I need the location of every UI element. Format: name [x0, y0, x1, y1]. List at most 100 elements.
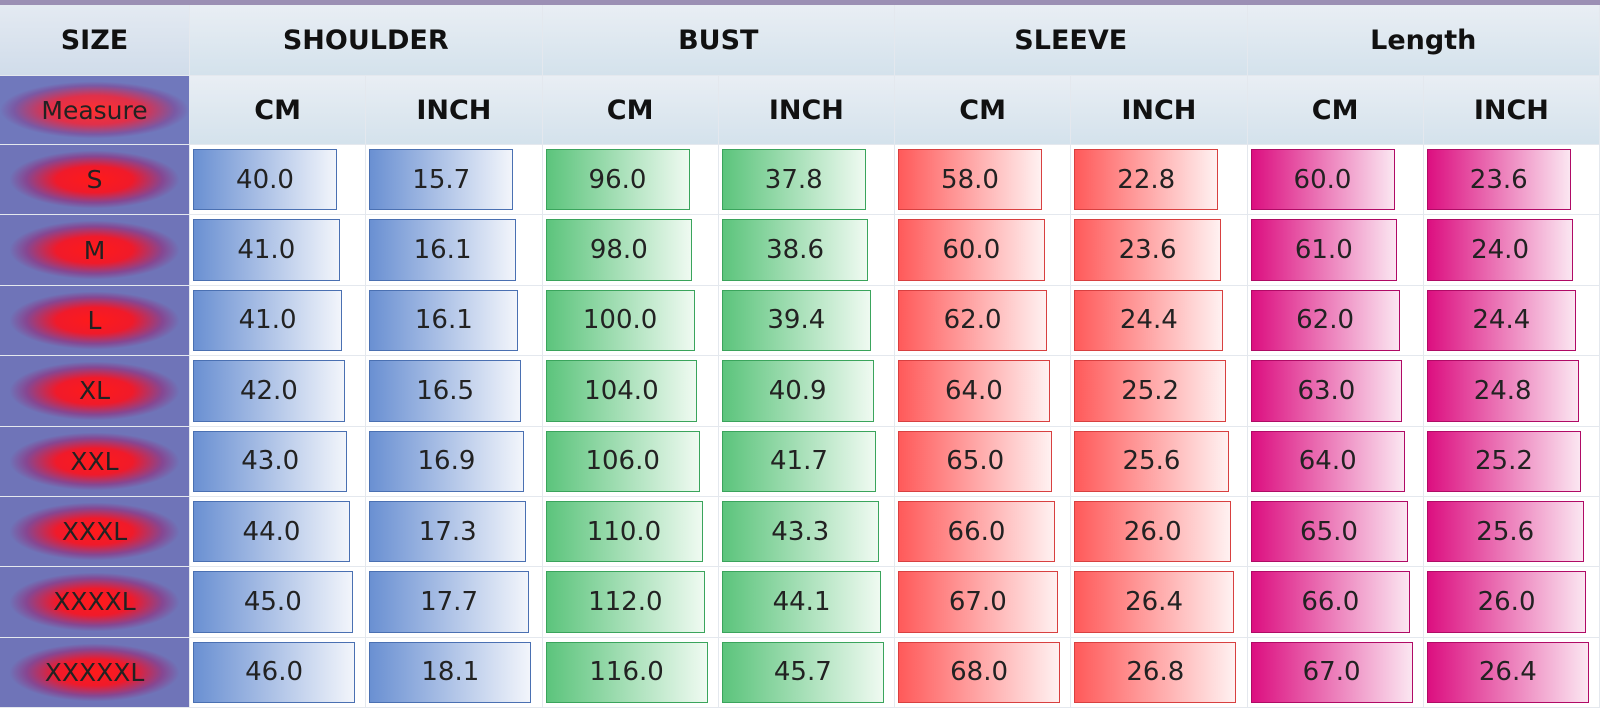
value-box: 25.6: [1426, 500, 1584, 563]
value-box: 106.0: [545, 430, 700, 492]
table-cell: 66.0: [895, 496, 1072, 568]
value-box: 65.0: [898, 430, 1053, 492]
value-box: 60.0: [898, 219, 1045, 281]
size-label: XXXL: [0, 496, 190, 568]
value-box: 25.6: [1074, 430, 1229, 492]
value-box: 26.0: [1426, 571, 1587, 633]
value-box: 116.0: [545, 641, 708, 703]
table-cell: 26.0: [1071, 496, 1248, 568]
value-box: 46.0: [193, 641, 356, 703]
table-cell: 40.9: [718, 356, 895, 427]
value-box: 38.6: [721, 219, 869, 281]
unit-header: INCH: [718, 76, 895, 145]
value-box: 17.3: [369, 500, 527, 563]
value-box: 62.0: [1250, 289, 1400, 352]
value-box: 24.4: [1426, 289, 1576, 352]
value-box: 24.0: [1426, 219, 1574, 281]
table-cell: 104.0: [542, 356, 719, 427]
unit-header: CM: [190, 76, 367, 145]
table-cell: 98.0: [542, 215, 719, 286]
table-cell: 64.0: [1247, 426, 1424, 497]
size-label: XL: [0, 356, 190, 427]
value-box: 67.0: [1250, 641, 1413, 703]
table-cell: 43.3: [718, 496, 895, 568]
table-cell: 16.5: [366, 356, 543, 427]
value-box: 64.0: [1250, 430, 1405, 492]
table-cell: 44.0: [190, 496, 367, 568]
value-box: 44.0: [193, 500, 350, 563]
value-box: 110.0: [545, 500, 703, 563]
value-box: 98.0: [545, 219, 693, 281]
table-cell: 106.0: [542, 426, 719, 497]
table-cell: 67.0: [1247, 637, 1424, 708]
value-box: 104.0: [545, 360, 698, 422]
group-header: SLEEVE: [895, 5, 1248, 76]
value-box: 18.1: [369, 641, 532, 703]
table-cell: 24.4: [1423, 285, 1600, 357]
value-box: 22.8: [1074, 149, 1219, 211]
table-cell: 44.1: [718, 567, 895, 638]
table-cell: 41.7: [718, 426, 895, 497]
value-box: 100.0: [545, 289, 695, 352]
value-box: 96.0: [545, 149, 690, 211]
value-box: 40.0: [193, 149, 337, 211]
table-cell: 45.0: [190, 567, 367, 638]
value-box: 15.7: [369, 149, 514, 211]
value-box: 17.7: [369, 571, 529, 633]
table-cell: 26.0: [1423, 567, 1600, 638]
table-cell: 41.0: [190, 285, 367, 357]
value-box: 41.0: [193, 219, 340, 281]
table-cell: 58.0: [895, 145, 1072, 216]
table-cell: 22.8: [1071, 145, 1248, 216]
table-cell: 26.4: [1071, 567, 1248, 638]
size-label: XXL: [0, 426, 190, 497]
value-box: 63.0: [1250, 360, 1403, 422]
value-box: 62.0: [898, 289, 1048, 352]
table-cell: 42.0: [190, 356, 367, 427]
value-box: 43.3: [721, 500, 879, 563]
table-cell: 18.1: [366, 637, 543, 708]
value-box: 16.1: [369, 219, 516, 281]
value-box: 23.6: [1426, 149, 1571, 211]
table-cell: 45.7: [718, 637, 895, 708]
table-cell: 23.6: [1071, 215, 1248, 286]
value-box: 24.8: [1426, 360, 1579, 422]
table-cell: 16.1: [366, 215, 543, 286]
value-box: 61.0: [1250, 219, 1398, 281]
table-cell: 16.9: [366, 426, 543, 497]
row-header-label: Measure: [0, 76, 190, 145]
unit-header: CM: [895, 76, 1072, 145]
table-cell: 66.0: [1247, 567, 1424, 638]
table-cell: 110.0: [542, 496, 719, 568]
table-cell: 23.6: [1423, 145, 1600, 216]
value-box: 16.9: [369, 430, 524, 492]
table-cell: 67.0: [895, 567, 1072, 638]
table-cell: 17.7: [366, 567, 543, 638]
value-box: 37.8: [721, 149, 866, 211]
value-box: 66.0: [1250, 571, 1411, 633]
size-label: M: [0, 215, 190, 286]
table-cell: 26.8: [1071, 637, 1248, 708]
table-cell: 116.0: [542, 637, 719, 708]
table-cell: 65.0: [1247, 496, 1424, 568]
size-label: XXXXXL: [0, 637, 190, 708]
table-cell: 43.0: [190, 426, 367, 497]
value-box: 41.0: [193, 289, 343, 352]
value-box: 39.4: [721, 289, 871, 352]
unit-header: CM: [1247, 76, 1424, 145]
value-box: 41.7: [721, 430, 877, 492]
value-box: 24.4: [1074, 289, 1224, 352]
group-header: SHOULDER: [190, 5, 543, 76]
table-cell: 26.4: [1423, 637, 1600, 708]
value-box: 58.0: [898, 149, 1042, 211]
table-cell: 37.8: [718, 145, 895, 216]
value-box: 43.0: [193, 430, 348, 492]
value-box: 25.2: [1074, 360, 1227, 422]
value-box: 45.7: [721, 641, 884, 703]
value-box: 26.0: [1074, 500, 1232, 563]
table-cell: 24.8: [1423, 356, 1600, 427]
value-box: 42.0: [193, 360, 345, 422]
value-box: 64.0: [898, 360, 1050, 422]
table-cell: 62.0: [895, 285, 1072, 357]
value-box: 67.0: [898, 571, 1058, 633]
